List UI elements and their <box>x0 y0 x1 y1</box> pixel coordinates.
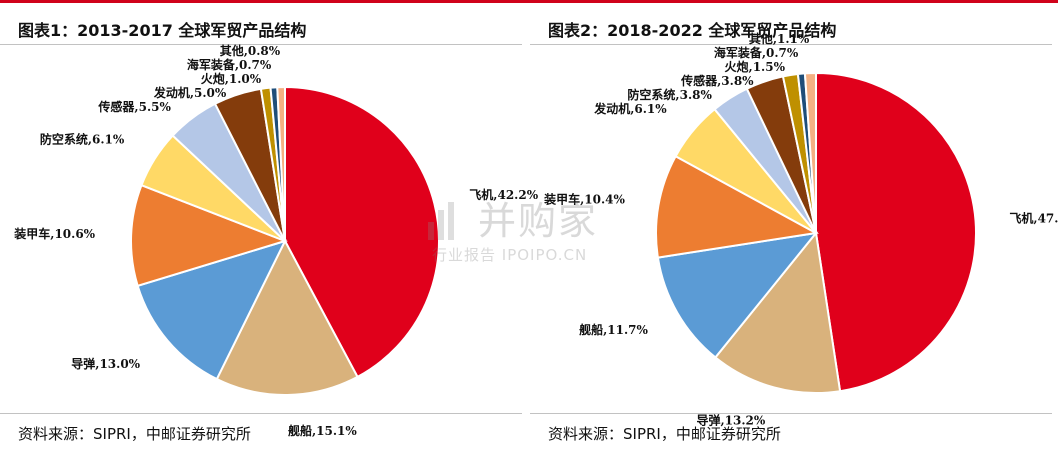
chart-2-data-label-7: 传感器,3.8% <box>680 73 754 88</box>
chart-panel-2: 图表2：2018-2022 全球军贸产品结构 飞机,47.5% 导弹,13.2% 舰… <box>530 3 1058 450</box>
chart-1-data-label-7: 发动机,5.0% <box>153 85 227 100</box>
pie-chart-2: 飞机,47.5% 导弹,13.2% 舰船,11.7% 装甲车,10.4% 发动机,6.1… <box>543 31 1058 427</box>
chart-2-source: 资料来源：SIPRI，中邮证券研究所 <box>548 425 781 443</box>
chart-1-source-divider <box>0 413 522 414</box>
chart-1-data-label-1: 飞机,42.2% <box>469 187 538 202</box>
chart-2-slice-1 <box>815 71 978 393</box>
chart-2-slice-10 <box>803 71 817 234</box>
chart-2-slice-4 <box>655 154 820 259</box>
chart-1-data-label-2: 舰船,15.1% <box>288 423 357 438</box>
chart-1-slice-10 <box>276 85 286 242</box>
chart-2-data-label-8: 火炮,1.5% <box>725 59 786 74</box>
chart-1-data-label-4: 装甲车,10.6% <box>13 226 95 241</box>
pie-chart-1: 飞机,42.2% 舰船,15.1% 导弹,13.0% 装甲车,10.6% 防空系统,6.… <box>13 43 538 438</box>
chart-panel-1: 图表1：2013-2017 全球军贸产品结构 飞机,42.2% 舰船,15.1% 导… <box>0 3 539 450</box>
chart-1-slice-1 <box>284 85 440 379</box>
chart-2-data-label-6: 防空系统,3.8% <box>627 87 712 102</box>
chart-1-data-label-5: 防空系统,6.1% <box>40 132 125 147</box>
chart-1-data-label-9: 海军装备,0.7% <box>187 57 272 72</box>
chart-1-data-label-3: 导弹,13.0% <box>71 356 140 371</box>
chart-2-data-label-1: 飞机,47.5% <box>1009 210 1058 225</box>
chart-2-slice-2 <box>713 230 842 394</box>
chart-1-slice-4 <box>130 183 289 288</box>
chart-1-title: 图表1：2013-2017 全球军贸产品结构 <box>18 21 307 40</box>
chart-1-data-label-6: 传感器,5.5% <box>97 99 171 114</box>
top-accent-rule <box>0 0 1058 3</box>
chart-2-data-label-4: 装甲车,10.4% <box>543 192 625 207</box>
chart-1-source: 资料来源：SIPRI，中邮证券研究所 <box>18 425 251 443</box>
chart-2-data-label-9: 海军装备,0.7% <box>714 45 799 60</box>
chart-2-title: 图表2：2018-2022 全球军贸产品结构 <box>548 21 837 40</box>
chart-1-data-label-8: 火炮,1.0% <box>201 71 262 86</box>
chart-2-data-label-2: 导弹,13.2% <box>696 412 765 427</box>
chart-2-data-label-3: 舰船,11.7% <box>579 322 648 337</box>
chart-2-source-divider <box>530 413 1052 414</box>
chart-1-data-label-10: 其他,0.8% <box>220 43 281 58</box>
chart-2-data-label-10: 其他,1.1% <box>749 31 810 46</box>
chart-2-title-divider <box>530 44 1052 45</box>
chart-2-slice-3 <box>656 231 819 359</box>
chart-1-title-divider <box>0 44 522 45</box>
chart-1-slice-2 <box>215 238 359 396</box>
chart-2-data-label-5: 发动机,6.1% <box>593 101 667 116</box>
